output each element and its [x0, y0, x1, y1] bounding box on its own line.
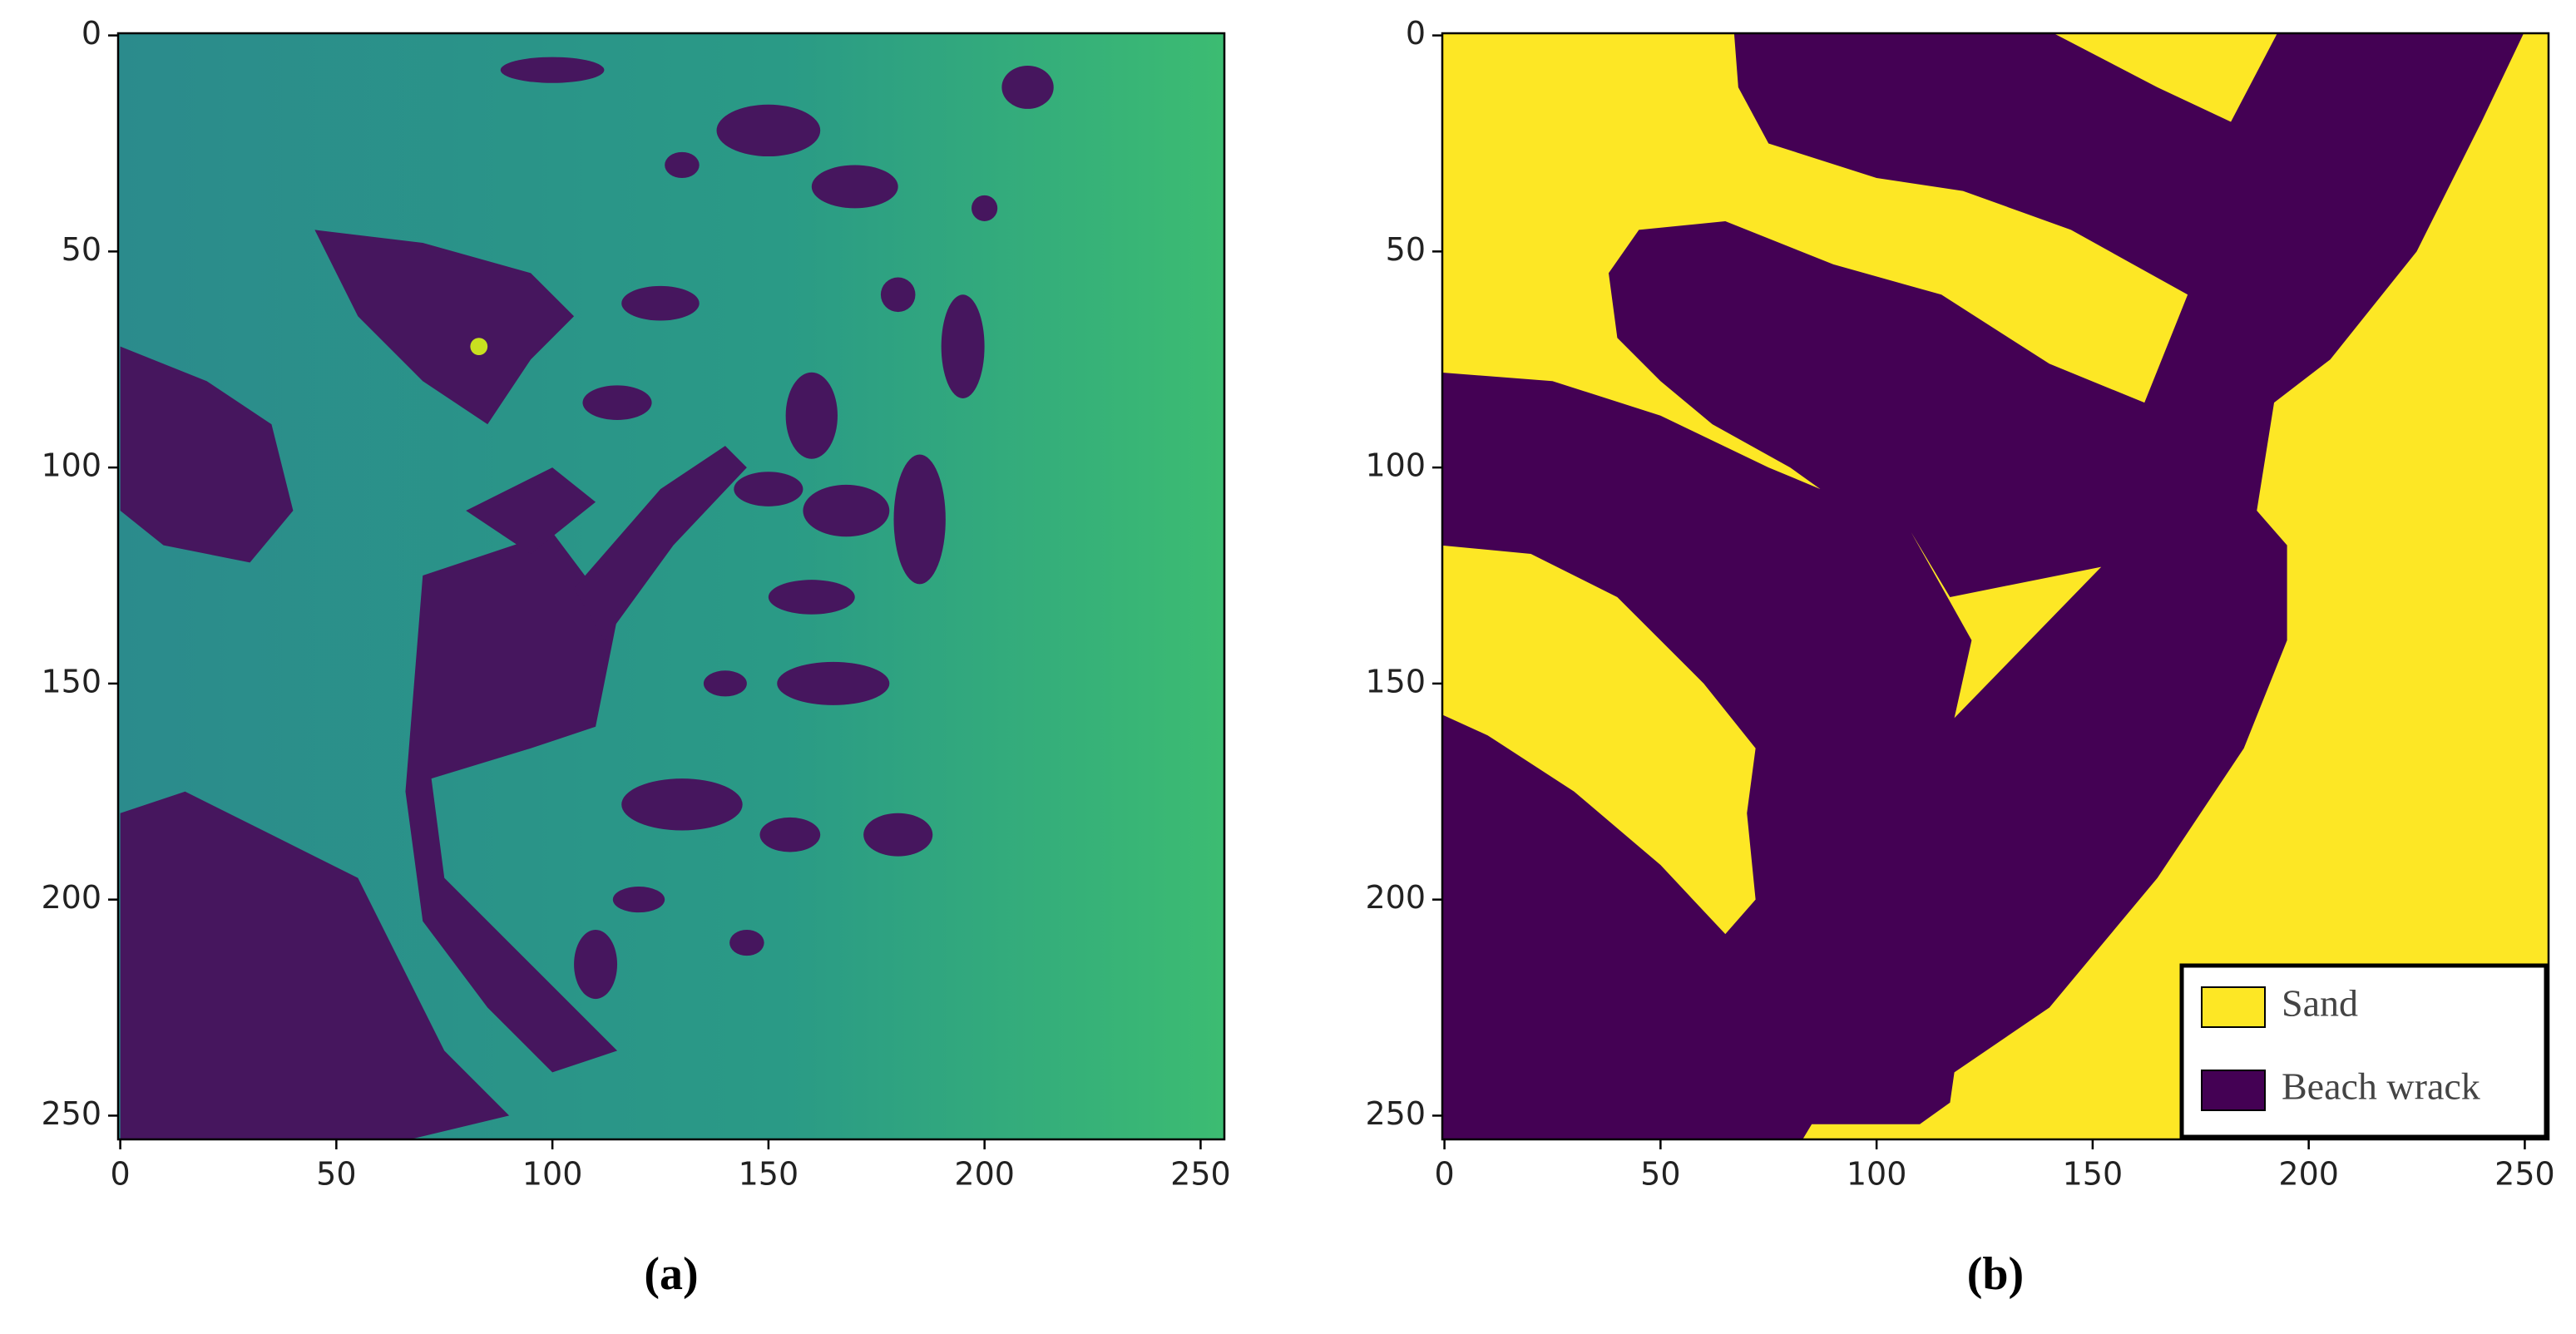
x-tick-label: 200	[954, 1156, 1015, 1193]
bright-spot	[470, 338, 488, 356]
y-tick-label: 150	[41, 663, 101, 699]
y-tick-label: 50	[1386, 231, 1426, 268]
y-tick-label: 0	[82, 15, 101, 52]
panel-label: (b)	[1967, 1248, 2024, 1300]
y-tick-label: 0	[1406, 15, 1426, 52]
x-tick-label: 200	[2278, 1156, 2339, 1193]
y-tick-label: 250	[1365, 1095, 1426, 1132]
y-tick-label: 250	[41, 1095, 101, 1132]
y-tick-label: 150	[1365, 663, 1426, 699]
panel-label: (a)	[644, 1248, 698, 1300]
image-b	[1442, 33, 2549, 1139]
x-tick-label: 50	[1640, 1156, 1680, 1193]
x-tick-label: 150	[2063, 1156, 2124, 1193]
y-tick-label: 200	[41, 879, 101, 916]
y-tick-label: 50	[62, 231, 101, 268]
legend-label: Beach wrack	[2282, 1065, 2480, 1108]
plot-frame	[116, 32, 1226, 1141]
x-tick-label: 50	[316, 1156, 356, 1193]
x-tick-label: 100	[1847, 1156, 1907, 1193]
x-tick-label: 0	[111, 1156, 131, 1193]
legend-swatch	[2201, 1070, 2266, 1111]
y-tick-label: 100	[41, 447, 101, 484]
dark-regions	[120, 57, 1054, 1139]
x-tick-label: 0	[1435, 1156, 1455, 1193]
legend-label: Sand	[2282, 982, 2358, 1025]
legend-swatch	[2201, 986, 2266, 1028]
x-tick-label: 100	[522, 1156, 583, 1193]
x-tick-label: 250	[2494, 1156, 2555, 1193]
sand-regions	[1442, 33, 2549, 1139]
x-tick-label: 250	[1170, 1156, 1231, 1193]
plot-frame	[1441, 32, 2550, 1141]
image-a	[118, 33, 1224, 1139]
y-tick-label: 200	[1365, 879, 1426, 916]
x-tick-label: 150	[739, 1156, 799, 1193]
y-tick-label: 100	[1365, 447, 1426, 484]
